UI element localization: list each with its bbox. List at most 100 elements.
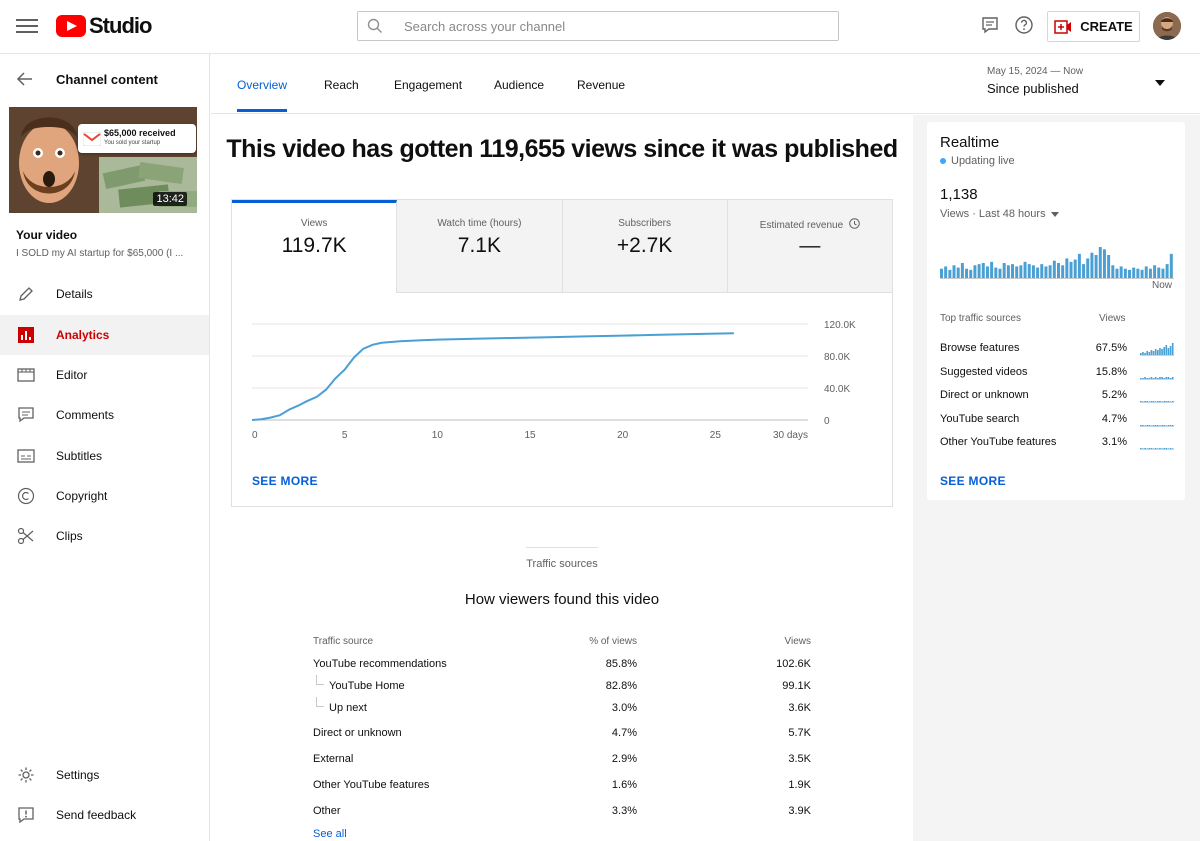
- row-source: Up next: [329, 702, 367, 714]
- views-series-line: [251, 332, 734, 421]
- sparkline-bar: [1144, 425, 1146, 426]
- tab-reach[interactable]: Reach: [324, 78, 359, 92]
- top-traffic-sources-header: Top traffic sources: [940, 313, 1021, 324]
- realtime-bar: [1169, 253, 1173, 279]
- traffic-source-row[interactable]: Browse features 67.5%: [940, 340, 1174, 358]
- studio-logo[interactable]: Studio: [56, 13, 152, 38]
- table-row[interactable]: Other 3.3% 3.9K: [313, 797, 811, 823]
- row-views: 3.5K: [788, 753, 811, 765]
- search-input[interactable]: [404, 18, 838, 34]
- pencil-icon: [16, 284, 36, 304]
- sidebar-item-send-feedback[interactable]: Send feedback: [0, 795, 209, 835]
- chevron-down-icon: [1155, 80, 1165, 86]
- sparkline-bar: [1152, 378, 1155, 379]
- sparkline-bar: [1165, 448, 1168, 449]
- sparkline-bar: [1152, 401, 1155, 402]
- sparkline-bar: [1167, 377, 1170, 379]
- sidebar-item-editor[interactable]: Editor: [0, 355, 209, 395]
- sparkline-bar: [1140, 353, 1142, 355]
- realtime-bar: [1044, 266, 1048, 279]
- sparkline-bar: [1163, 378, 1166, 379]
- metric-watch-time[interactable]: Watch time (hours) 7.1K: [397, 200, 563, 293]
- create-label: CREATE: [1080, 19, 1133, 34]
- sidebar-item-analytics[interactable]: Analytics: [0, 315, 209, 355]
- x-tick-label: 30 days: [773, 430, 808, 441]
- metric-views[interactable]: Views 119.7K: [232, 200, 398, 293]
- info-icon[interactable]: [849, 218, 860, 229]
- traffic-source-row[interactable]: Direct or unknown 5.2%: [940, 387, 1174, 405]
- tab-audience[interactable]: Audience: [494, 78, 545, 92]
- sparkline-bar: [1144, 448, 1146, 449]
- metric-value: —: [799, 234, 821, 257]
- create-button[interactable]: CREATE: [1047, 11, 1140, 42]
- realtime-bar: [1132, 267, 1136, 279]
- sparkline-bar: [1159, 401, 1161, 402]
- subtitles-icon: [16, 446, 36, 466]
- sidebar-item-details[interactable]: Details: [0, 274, 209, 314]
- help-icon[interactable]: [1014, 15, 1036, 37]
- realtime-bar: [1098, 247, 1102, 279]
- divider: [526, 547, 598, 548]
- realtime-bar: [985, 266, 989, 279]
- traffic-source-row[interactable]: YouTube search 4.7%: [940, 411, 1174, 429]
- source-pct: 3.1%: [1101, 436, 1127, 448]
- video-title[interactable]: I SOLD my AI startup for $65,000 (I ...: [16, 248, 184, 259]
- sparkline-bar: [1146, 401, 1149, 402]
- avatar[interactable]: [1153, 12, 1181, 40]
- sparkline-bar: [1142, 448, 1144, 449]
- realtime-bar: [1165, 264, 1169, 279]
- table-row[interactable]: Up next 3.0% 3.6K: [313, 697, 811, 719]
- traffic-source-row[interactable]: Suggested videos 15.8%: [940, 364, 1174, 382]
- sidebar-item-comments[interactable]: Comments: [0, 395, 209, 435]
- sparkline-bar: [1142, 378, 1144, 379]
- realtime-bar: [1161, 268, 1165, 279]
- metric-subscribers[interactable]: Subscribers +2.7K: [562, 200, 728, 293]
- metric-estimated-revenue[interactable]: Estimated revenue —: [727, 200, 892, 293]
- see-more-button[interactable]: SEE MORE: [252, 474, 318, 488]
- sparkline-bar: [1140, 448, 1142, 449]
- table-row[interactable]: Direct or unknown 4.7% 5.7K: [313, 719, 811, 745]
- tab-engagement[interactable]: Engagement: [394, 78, 463, 92]
- table-row[interactable]: External 2.9% 3.5K: [313, 745, 811, 771]
- sidebar-item-settings[interactable]: Settings: [0, 755, 209, 795]
- table-row[interactable]: Other YouTube features 1.6% 1.9K: [313, 771, 811, 797]
- sidebar-item-subtitles[interactable]: Subtitles: [0, 436, 209, 476]
- caret-down-icon: [1050, 211, 1059, 217]
- metric-value: 119.7K: [281, 234, 347, 257]
- sidebar-item-copyright[interactable]: Copyright: [0, 476, 209, 516]
- source-pct: 5.2%: [1101, 389, 1127, 401]
- sidebar-item-clips[interactable]: Clips: [0, 516, 209, 556]
- y-tick-label: 120.0K: [824, 320, 856, 331]
- gear-icon: [16, 765, 36, 785]
- table-row[interactable]: YouTube Home 82.8% 99.1K: [313, 675, 811, 697]
- search-bar[interactable]: [357, 11, 839, 41]
- realtime-bar: [1015, 266, 1019, 279]
- realtime-card: Realtime Updating live 1,138 Views · Las…: [927, 122, 1185, 500]
- messages-icon[interactable]: [980, 15, 1002, 37]
- date-range-selector[interactable]: May 15, 2024 — Now Since published: [987, 66, 1187, 96]
- notif-title: $65,000 received: [104, 128, 176, 138]
- see-all-link[interactable]: See all: [313, 828, 347, 840]
- sidebar-item-label: Send feedback: [56, 808, 137, 822]
- sparkline-bar: [1169, 346, 1172, 355]
- realtime-see-more-button[interactable]: SEE MORE: [940, 474, 1006, 488]
- tab-revenue[interactable]: Revenue: [577, 78, 626, 92]
- notification-overlay: $65,000 received You sold your startup: [78, 124, 196, 153]
- sparkline-bar: [1161, 425, 1163, 426]
- video-thumbnail[interactable]: $65,000 received You sold your startup 1…: [9, 107, 197, 213]
- sparkline-bar: [1148, 352, 1151, 355]
- sparkline-bar: [1148, 378, 1151, 379]
- sparkline-bar: [1154, 425, 1157, 426]
- sparkline-bar: [1167, 401, 1170, 402]
- views-header: Views: [1099, 313, 1126, 324]
- traffic-source-row[interactable]: Other YouTube features 3.1%: [940, 434, 1174, 452]
- realtime-bar: [952, 265, 956, 279]
- x-tick-label: 15: [524, 430, 536, 441]
- table-row[interactable]: YouTube recommendations 85.8% 102.6K: [313, 653, 811, 675]
- tab-overview[interactable]: Overview: [237, 78, 288, 112]
- views-period-dropdown[interactable]: Views · Last 48 hours: [940, 208, 1059, 220]
- back-to-channel-content[interactable]: Channel content: [16, 70, 158, 88]
- hamburger-menu-icon[interactable]: [16, 15, 38, 37]
- realtime-bar: [994, 267, 998, 279]
- realtime-bar: [1157, 267, 1161, 279]
